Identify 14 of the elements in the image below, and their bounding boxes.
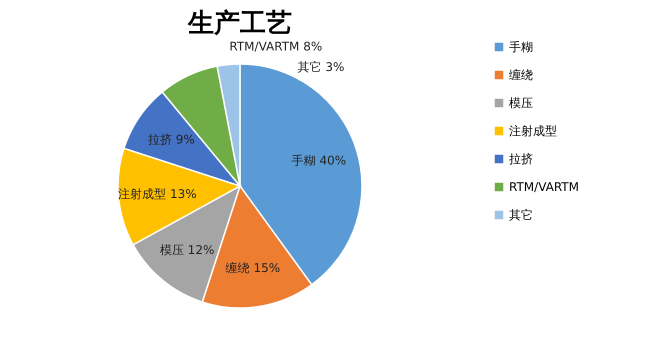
legend-label: 缠绕 xyxy=(509,68,533,82)
chart-title: 生产工艺 xyxy=(187,8,292,39)
category-label: 缠绕 15% xyxy=(226,260,280,275)
legend-label: 注射成型 xyxy=(509,124,557,138)
category-label: 拉挤 9% xyxy=(148,132,195,146)
legend-label: 模压 xyxy=(509,96,533,110)
legend-label: 拉挤 xyxy=(509,152,533,166)
legend-label: RTM/VARTM xyxy=(509,180,579,194)
legend-label: 手糊 xyxy=(509,40,533,54)
category-label: 模压 12% xyxy=(160,242,214,257)
category-label: 其它 3% xyxy=(298,60,344,74)
category-label: 手糊 40% xyxy=(292,153,346,168)
legend-label: 其它 xyxy=(509,208,533,222)
category-label: RTM/VARTM 8% xyxy=(229,40,322,54)
